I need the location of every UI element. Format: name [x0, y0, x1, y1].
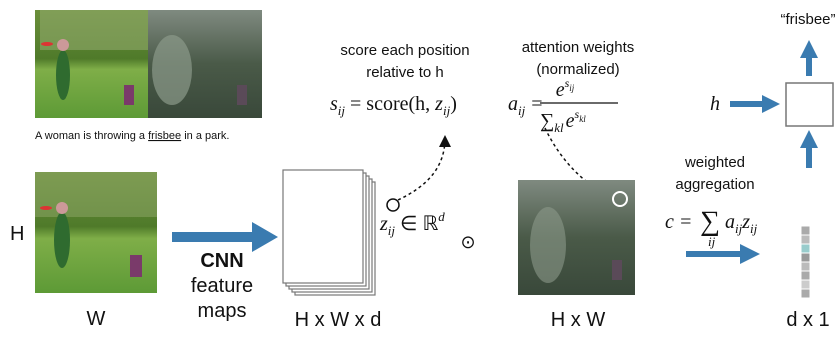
text-part: ij — [518, 103, 526, 118]
product-symbol: ⊙ — [460, 232, 475, 252]
svg-text:aijzij: aijzij — [725, 211, 758, 236]
output-word: “frisbee” — [780, 11, 835, 28]
text-part: z — [379, 213, 388, 235]
width-label: W — [87, 308, 106, 330]
rnn-cell — [786, 83, 833, 126]
cnn-title: CNN — [200, 250, 243, 272]
text-part: frisbee — [148, 130, 181, 142]
text-part: d — [438, 209, 445, 224]
text-part: e — [566, 110, 575, 132]
attention-text: attention weights — [522, 39, 635, 56]
text-part: z — [741, 211, 750, 233]
hidden-state: h — [710, 93, 720, 115]
text-part: = score(h, — [345, 93, 435, 115]
cnn-arrow — [172, 222, 278, 252]
text-part: in a park. — [181, 130, 229, 142]
text-part: s — [330, 93, 338, 115]
text-part: ) — [450, 93, 457, 115]
feature-vector: zij ∈ ℝd — [379, 209, 445, 238]
attention-size: H x W — [551, 309, 606, 331]
text-part: kl — [554, 120, 564, 135]
text-part: c = — [665, 211, 692, 233]
diagram: A woman is throwing a frisbee in a park.… — [0, 0, 840, 339]
text-part: a — [725, 211, 735, 233]
text-part: ij — [708, 234, 716, 249]
attention-text: (normalized) — [536, 61, 619, 78]
output-arrow — [800, 40, 818, 76]
context-vector — [801, 226, 810, 298]
svg-text:esij: esij — [556, 76, 575, 101]
aggregation-arrow — [686, 244, 760, 264]
aggregation-text: aggregation — [675, 176, 754, 193]
attention-map — [518, 180, 635, 295]
svg-text:c =: c = — [665, 211, 692, 233]
caption: A woman is throwing a frisbee in a park. — [35, 130, 229, 142]
text-part: kl — [579, 114, 586, 124]
score-text: score each position — [340, 42, 469, 59]
context-size: d x 1 — [786, 309, 829, 331]
aggregation-formula: c = ∑ ij aijzij — [665, 206, 758, 249]
text-part: ij — [569, 83, 575, 93]
text-part: ∑ — [700, 206, 720, 237]
height-label: H — [10, 223, 24, 245]
svg-text:aij=: aij= — [508, 93, 543, 118]
score-text: relative to h — [366, 64, 444, 81]
feature-size: H x W x d — [295, 309, 382, 331]
caption-photo — [35, 10, 262, 118]
feature-maps — [283, 170, 375, 295]
text-part: A woman is throwing a — [35, 130, 148, 142]
text-part: ∑ — [540, 110, 554, 132]
cnn-line: feature — [191, 275, 253, 297]
cnn-line: maps — [198, 300, 247, 322]
score-formula: sij = score(h, zij) — [330, 93, 457, 118]
text-part: z — [434, 93, 443, 115]
text-part: ∈ ℝ — [395, 213, 438, 235]
text-part: a — [508, 93, 518, 115]
text-part: e — [556, 79, 565, 101]
input-photo — [35, 172, 157, 293]
dotted-arrow — [398, 138, 445, 200]
context-arrow — [800, 130, 818, 168]
hidden-arrow — [730, 95, 780, 113]
aggregation-text: weighted — [684, 154, 745, 171]
text-part: ij — [750, 221, 758, 236]
position-marker — [387, 199, 399, 211]
